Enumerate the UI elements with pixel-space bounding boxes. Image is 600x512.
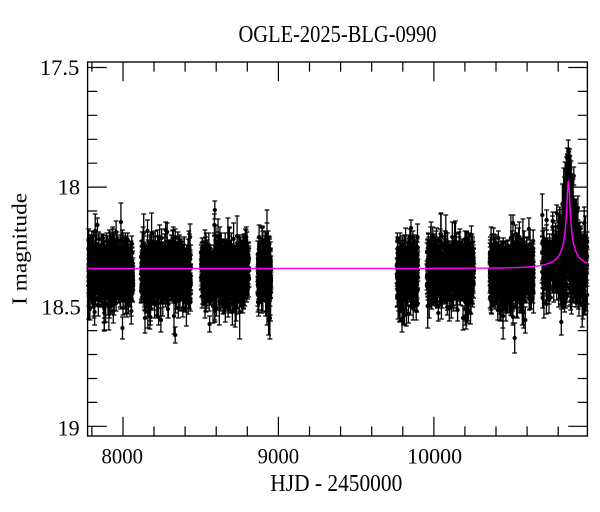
svg-text:8000: 8000	[102, 444, 144, 469]
svg-text:OGLE-2025-BLG-0990: OGLE-2025-BLG-0990	[239, 22, 437, 48]
svg-text:10000: 10000	[407, 444, 462, 469]
svg-text:19: 19	[58, 416, 80, 441]
svg-text:18: 18	[58, 175, 81, 200]
svg-text:17.5: 17.5	[40, 55, 80, 80]
svg-text:I magnitude: I magnitude	[7, 193, 31, 305]
svg-text:HJD - 2450000: HJD - 2450000	[270, 470, 402, 497]
svg-text:18.5: 18.5	[41, 295, 81, 320]
svg-text:9000: 9000	[258, 444, 300, 469]
